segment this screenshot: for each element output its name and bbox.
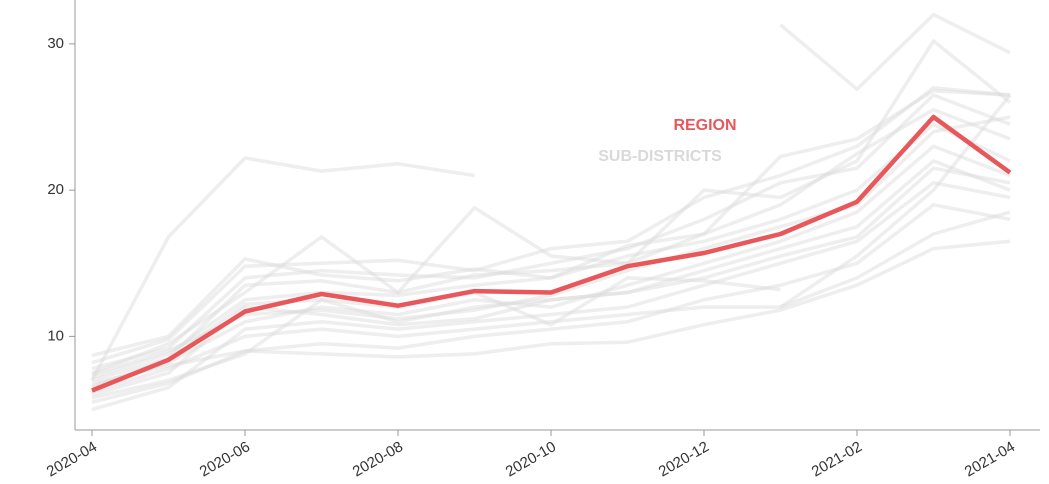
- sub-district-line: [91, 107, 1011, 382]
- x-tick-label: 2020-10: [503, 438, 559, 480]
- sub-district-line: [91, 203, 1011, 404]
- sub-district-line: [91, 93, 1011, 371]
- region-lines: [91, 114, 1012, 393]
- x-tick-label: 2021-04: [962, 438, 1018, 480]
- region-line: [91, 114, 1012, 393]
- sub-district-line: [91, 88, 1011, 358]
- y-tick-label: 10: [47, 327, 64, 344]
- sub-district-line: [91, 86, 1011, 365]
- sub-district-line: [91, 39, 1012, 375]
- x-tick-label: 2020-12: [656, 438, 712, 480]
- sub-district-line: [91, 115, 1011, 377]
- sub-districts-label: SUB-DISTRICTS: [598, 148, 722, 165]
- y-tick-label: 20: [47, 181, 64, 198]
- sub-district-line: [779, 12, 1011, 91]
- sub-district-line: [91, 181, 1011, 412]
- sub-district-line: [91, 122, 1011, 379]
- x-tick-label: 2020-08: [350, 438, 406, 480]
- sub-district-line: [91, 210, 1011, 394]
- x-tick-label: 2020-06: [197, 438, 253, 480]
- x-tick-label: 2021-02: [809, 438, 865, 480]
- sub-district-line: [91, 166, 1011, 400]
- y-tick-label: 30: [47, 35, 64, 52]
- sub-district-line: [90, 156, 475, 382]
- sub-district-lines: [90, 12, 1012, 412]
- sub-district-line: [91, 239, 1011, 385]
- sub-district-line: [91, 144, 1011, 390]
- x-tick-label: 2020-04: [44, 438, 100, 480]
- region-label: REGION: [673, 117, 736, 134]
- sub-district-line: [91, 159, 1011, 397]
